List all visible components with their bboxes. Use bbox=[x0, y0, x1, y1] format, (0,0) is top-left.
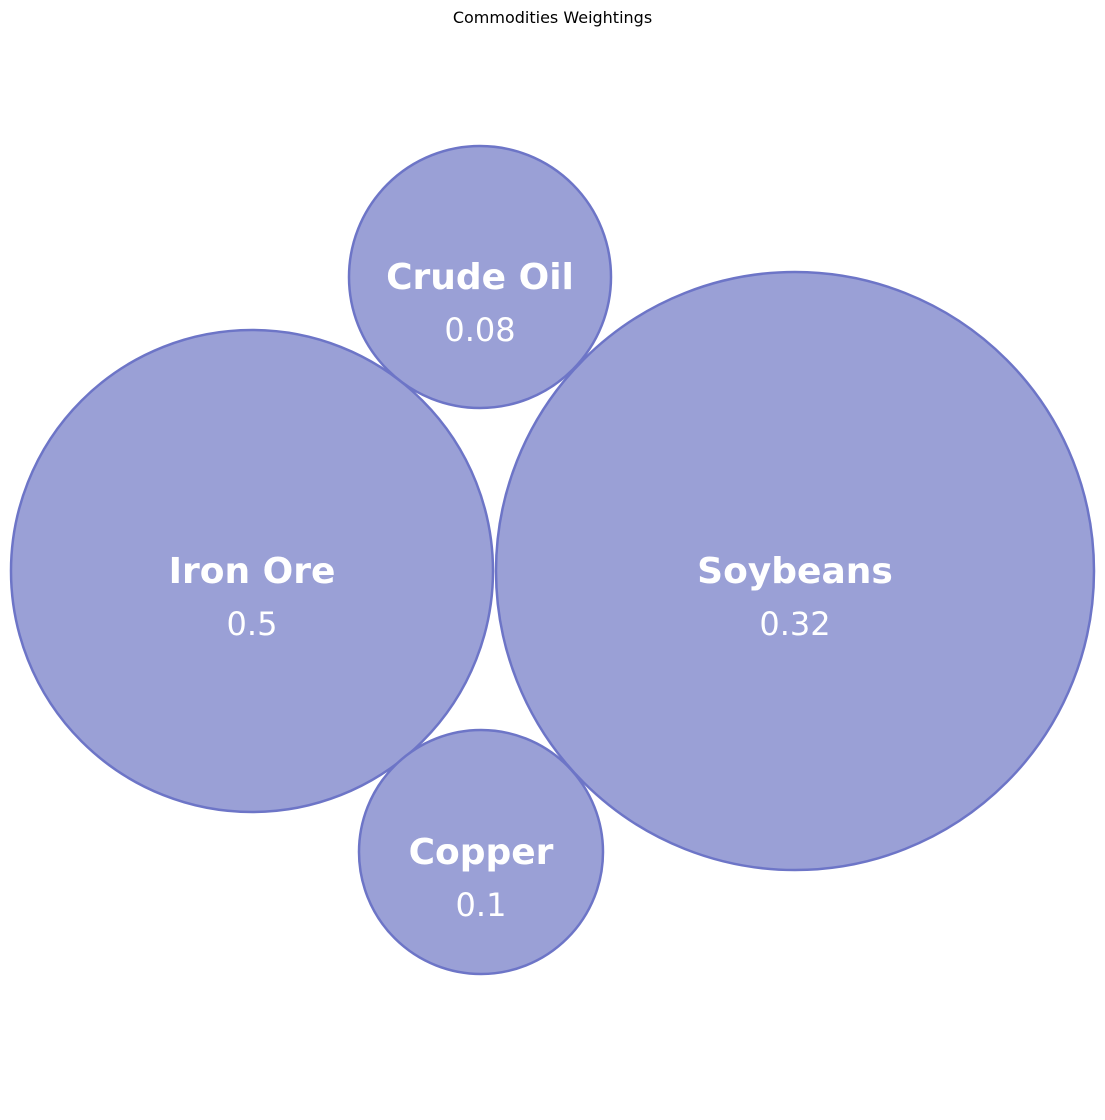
bubble-value-crude-oil: 0.08 bbox=[444, 311, 515, 349]
bubble-soybeans bbox=[494, 270, 1096, 872]
bubble-iron-ore bbox=[9, 328, 495, 814]
bubble-value-iron-ore: 0.5 bbox=[227, 605, 278, 643]
bubble-value-copper: 0.1 bbox=[456, 886, 507, 924]
bubble-label-crude-oil: Crude Oil bbox=[386, 257, 574, 298]
bubble-copper bbox=[357, 728, 605, 976]
bubble-crude-oil bbox=[347, 144, 613, 410]
bubble-label-soybeans: Soybeans bbox=[697, 551, 893, 592]
bubble-label-iron-ore: Iron Ore bbox=[169, 551, 336, 592]
chart-title: Commodities Weightings bbox=[452, 8, 653, 27]
bubble-value-soybeans: 0.32 bbox=[759, 605, 830, 643]
bubble-label-copper: Copper bbox=[409, 832, 554, 873]
